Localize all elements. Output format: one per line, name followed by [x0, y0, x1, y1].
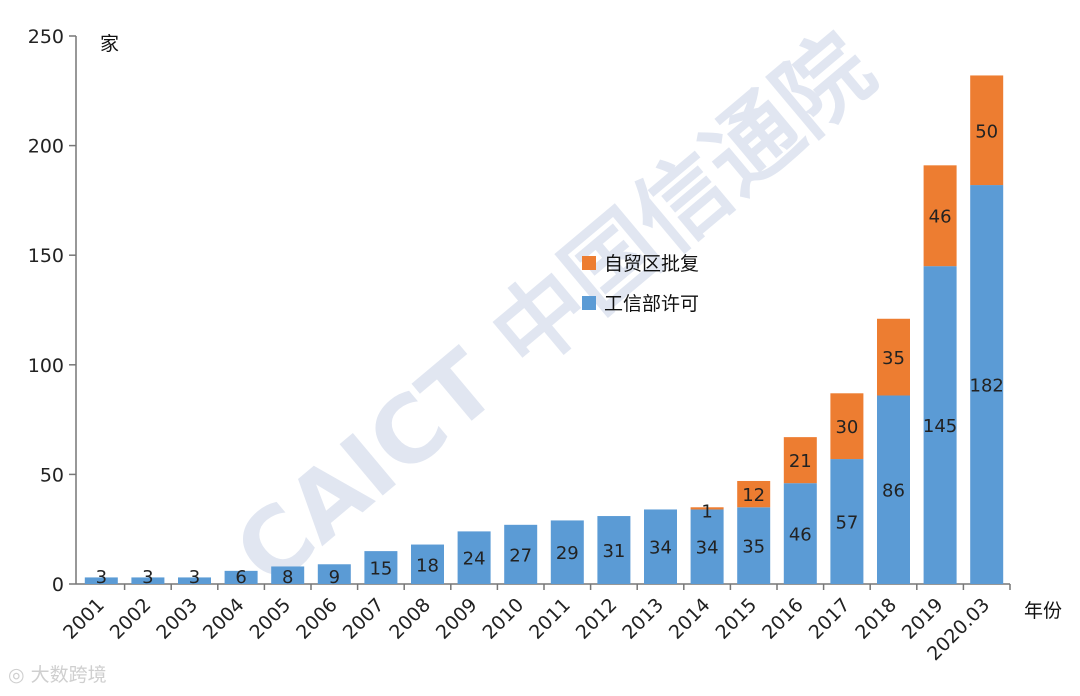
bar-segment: [224, 570, 258, 584]
bars: [84, 75, 1004, 584]
data-label: 35: [742, 537, 765, 558]
x-tick-label: 2013: [618, 594, 668, 644]
data-label: 9: [329, 567, 340, 588]
x-tick-label: 2008: [385, 594, 435, 644]
bar-segment: [457, 531, 491, 584]
data-label: 86: [882, 481, 905, 502]
legend-label: 工信部许可: [604, 293, 699, 315]
x-tick-label: 2010: [478, 594, 528, 644]
data-label: 27: [509, 545, 532, 566]
data-label: 3: [142, 567, 153, 588]
bar-segment: [364, 551, 398, 584]
bar-segment: [131, 577, 165, 584]
bar-segment: [644, 509, 677, 584]
bar-segment: [783, 437, 817, 484]
bar-segment: [178, 577, 211, 584]
bar-segment: [737, 507, 771, 584]
bar-segment: [970, 75, 1004, 186]
x-tick-label: 2001: [59, 594, 109, 644]
x-tick-label: 2012: [572, 594, 622, 644]
data-label: 12: [742, 485, 765, 506]
bar-segment: [877, 318, 910, 396]
data-label: 145: [923, 416, 957, 437]
data-label: 8: [282, 567, 293, 588]
x-tick-label: 2014: [665, 594, 715, 644]
y-axis-unit-label: 家: [100, 33, 119, 55]
x-tick-label: 2017: [805, 594, 855, 644]
bar-segment: [877, 395, 910, 584]
bar-segment: [597, 516, 631, 584]
x-tick-label: 2003: [152, 594, 202, 644]
data-label: 3: [189, 567, 200, 588]
bar-segment: [923, 266, 957, 584]
legend-swatch: [582, 256, 596, 270]
x-tick-label: 2016: [758, 594, 808, 644]
bar-segment: [550, 520, 584, 584]
data-label: 182: [970, 376, 1004, 397]
x-tick-label: 2004: [199, 594, 249, 644]
source-watermark-text: 大数跨境: [30, 664, 107, 686]
y-tick-label: 150: [28, 245, 64, 267]
x-tick-label: 2018: [851, 594, 901, 644]
data-label: 34: [649, 538, 672, 559]
bar-segment: [504, 524, 538, 584]
data-label: 46: [929, 207, 952, 228]
data-label: 30: [835, 417, 858, 438]
bar-segment: [737, 480, 771, 508]
data-label: 46: [789, 525, 812, 546]
x-tick-label: 2002: [106, 594, 156, 644]
data-label: 18: [416, 555, 439, 576]
data-label: 50: [975, 121, 998, 142]
bar-segment: [317, 564, 351, 584]
bar-segment: [830, 459, 864, 584]
data-label: 34: [696, 538, 719, 559]
y-tick-label: 250: [28, 26, 64, 48]
data-label: 6: [235, 567, 246, 588]
y-tick-label: 0: [52, 574, 64, 596]
data-label: 35: [882, 348, 905, 369]
data-labels: 3 3 3 6 8 9 15 18 24 27 29 31 34 34 1 35 12 46 21 57 30 86 35 1…: [96, 121, 1004, 588]
y-tick-label: 200: [28, 136, 64, 158]
bar-segment: [271, 566, 305, 584]
bar-segment: [690, 509, 724, 584]
bar-segment: [84, 577, 118, 584]
bar-segment: [690, 507, 724, 510]
y-tick-label: 100: [28, 355, 64, 377]
data-label: 21: [789, 451, 812, 472]
data-label: 15: [369, 559, 392, 580]
bar-segment: [923, 165, 957, 267]
x-tick-label: 2007: [339, 594, 389, 644]
bar-segment: [783, 483, 817, 584]
y-tick-label: 50: [40, 464, 64, 486]
x-tick-label: 2015: [711, 594, 761, 644]
data-label: 31: [602, 541, 625, 562]
data-label: 24: [463, 549, 486, 570]
x-axis-unit-label: 年份: [1024, 600, 1062, 622]
legend-label: 自贸区批复: [604, 253, 699, 275]
x-tick-label: 2011: [525, 594, 575, 644]
data-label: 29: [556, 543, 579, 564]
bar-segment: [411, 544, 444, 584]
legend-swatch: [582, 296, 596, 310]
data-label: 1: [701, 501, 712, 522]
bar-segment: [830, 393, 864, 460]
x-tick-label: 2009: [432, 594, 482, 644]
bar-segment: [970, 185, 1004, 584]
data-label: 57: [835, 513, 858, 534]
data-label: 3: [96, 567, 107, 588]
x-tick-label: 2006: [292, 594, 342, 644]
source-watermark: ◎ 大数跨境: [8, 664, 107, 686]
